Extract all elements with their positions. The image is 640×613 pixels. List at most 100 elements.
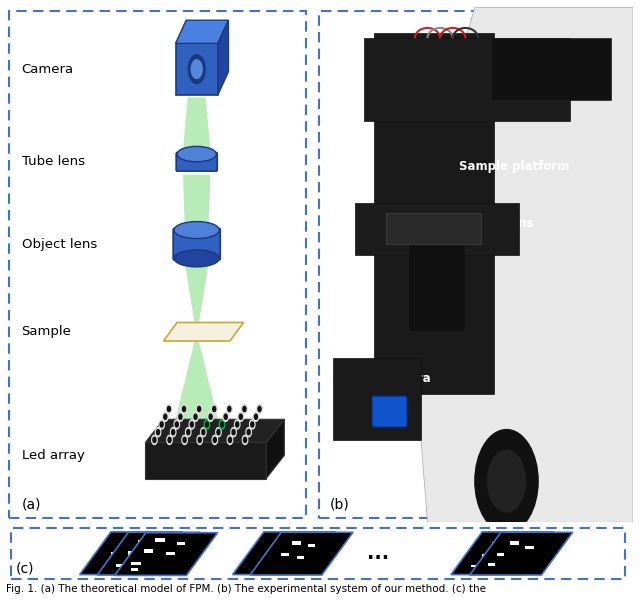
FancyBboxPatch shape bbox=[281, 553, 289, 556]
FancyBboxPatch shape bbox=[122, 541, 131, 544]
Circle shape bbox=[197, 435, 202, 444]
Circle shape bbox=[205, 422, 209, 427]
Polygon shape bbox=[145, 419, 284, 443]
Polygon shape bbox=[115, 533, 218, 576]
Text: Object lens: Object lens bbox=[22, 238, 97, 251]
Circle shape bbox=[212, 435, 218, 444]
Circle shape bbox=[159, 420, 164, 429]
Text: Camera: Camera bbox=[380, 371, 431, 384]
Circle shape bbox=[152, 435, 157, 444]
FancyBboxPatch shape bbox=[492, 542, 500, 546]
Circle shape bbox=[223, 412, 228, 421]
FancyBboxPatch shape bbox=[308, 544, 316, 547]
Polygon shape bbox=[451, 532, 554, 574]
Polygon shape bbox=[183, 175, 211, 226]
Circle shape bbox=[167, 435, 172, 444]
Circle shape bbox=[193, 412, 198, 421]
FancyBboxPatch shape bbox=[138, 540, 148, 543]
Circle shape bbox=[209, 414, 212, 419]
Circle shape bbox=[186, 427, 191, 437]
FancyBboxPatch shape bbox=[147, 554, 155, 557]
FancyBboxPatch shape bbox=[292, 541, 301, 545]
Ellipse shape bbox=[174, 250, 220, 267]
FancyBboxPatch shape bbox=[275, 542, 284, 546]
Circle shape bbox=[198, 406, 200, 411]
Circle shape bbox=[217, 430, 220, 435]
Polygon shape bbox=[250, 532, 353, 575]
FancyBboxPatch shape bbox=[177, 542, 186, 545]
Circle shape bbox=[243, 406, 246, 411]
Circle shape bbox=[232, 430, 235, 435]
Circle shape bbox=[224, 414, 227, 419]
Circle shape bbox=[182, 435, 188, 444]
Circle shape bbox=[190, 422, 193, 427]
Polygon shape bbox=[163, 322, 244, 341]
Circle shape bbox=[243, 435, 248, 444]
Text: Object lens: Object lens bbox=[459, 217, 534, 230]
Circle shape bbox=[191, 60, 202, 78]
Circle shape bbox=[227, 405, 232, 414]
FancyBboxPatch shape bbox=[131, 562, 141, 565]
Circle shape bbox=[216, 427, 221, 437]
Circle shape bbox=[253, 412, 259, 421]
Ellipse shape bbox=[177, 147, 216, 162]
FancyBboxPatch shape bbox=[137, 544, 145, 547]
Circle shape bbox=[213, 437, 216, 443]
Polygon shape bbox=[80, 532, 182, 574]
Text: Led array: Led array bbox=[500, 68, 563, 81]
Circle shape bbox=[198, 437, 201, 443]
FancyBboxPatch shape bbox=[297, 555, 304, 558]
Circle shape bbox=[255, 414, 257, 419]
Text: Led array: Led array bbox=[22, 449, 84, 462]
FancyBboxPatch shape bbox=[408, 239, 465, 332]
FancyBboxPatch shape bbox=[507, 547, 515, 550]
FancyBboxPatch shape bbox=[497, 553, 504, 556]
FancyBboxPatch shape bbox=[127, 555, 134, 558]
Circle shape bbox=[246, 427, 252, 437]
FancyBboxPatch shape bbox=[488, 563, 495, 566]
Circle shape bbox=[242, 405, 247, 414]
Circle shape bbox=[188, 55, 205, 83]
Circle shape bbox=[157, 430, 159, 435]
Polygon shape bbox=[184, 262, 209, 321]
Circle shape bbox=[227, 435, 233, 444]
Text: Sample: Sample bbox=[22, 326, 72, 338]
FancyBboxPatch shape bbox=[264, 554, 272, 557]
FancyBboxPatch shape bbox=[128, 551, 136, 555]
Polygon shape bbox=[266, 419, 284, 479]
Text: Camera: Camera bbox=[22, 63, 74, 75]
Circle shape bbox=[200, 427, 206, 437]
Circle shape bbox=[211, 405, 217, 414]
Circle shape bbox=[234, 420, 240, 429]
Circle shape bbox=[172, 430, 175, 435]
Circle shape bbox=[181, 405, 187, 414]
Polygon shape bbox=[145, 443, 266, 479]
FancyBboxPatch shape bbox=[176, 153, 217, 171]
Circle shape bbox=[212, 406, 216, 411]
Circle shape bbox=[204, 420, 210, 429]
Circle shape bbox=[194, 414, 197, 419]
Text: (b): (b) bbox=[330, 498, 349, 512]
Circle shape bbox=[174, 420, 179, 429]
FancyBboxPatch shape bbox=[156, 538, 165, 543]
FancyBboxPatch shape bbox=[525, 546, 534, 549]
Circle shape bbox=[182, 406, 186, 411]
Text: Sample platform: Sample platform bbox=[459, 161, 570, 173]
FancyBboxPatch shape bbox=[491, 38, 611, 100]
Circle shape bbox=[156, 427, 161, 437]
Circle shape bbox=[228, 406, 231, 411]
Circle shape bbox=[221, 422, 223, 427]
Polygon shape bbox=[218, 20, 228, 95]
Circle shape bbox=[228, 437, 232, 443]
Circle shape bbox=[250, 420, 255, 429]
Circle shape bbox=[168, 406, 170, 411]
Circle shape bbox=[244, 437, 246, 443]
Circle shape bbox=[183, 437, 186, 443]
FancyBboxPatch shape bbox=[131, 568, 138, 571]
Circle shape bbox=[166, 405, 172, 414]
Polygon shape bbox=[232, 532, 335, 574]
Circle shape bbox=[257, 405, 262, 414]
Circle shape bbox=[178, 412, 183, 421]
Circle shape bbox=[202, 430, 205, 435]
Text: Tube lens: Tube lens bbox=[22, 155, 84, 169]
